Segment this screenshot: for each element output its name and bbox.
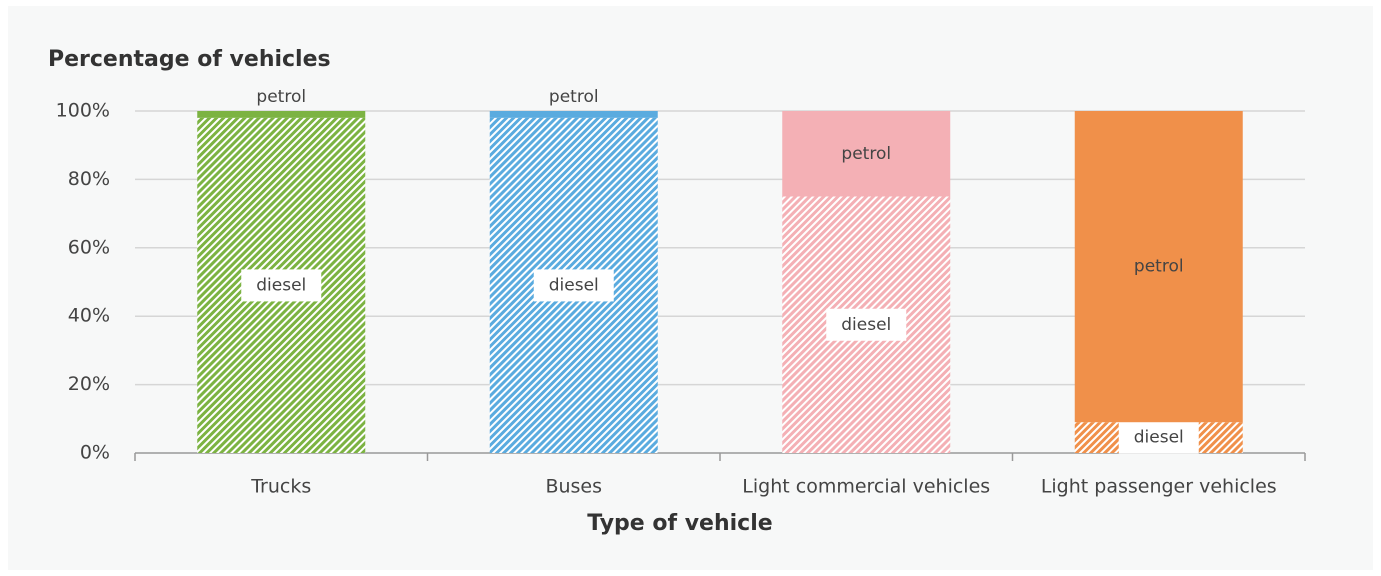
y-tick-label: 0%	[80, 442, 110, 464]
x-tick-label: Buses	[545, 476, 602, 498]
bar-segment	[197, 111, 366, 118]
segment-label: diesel	[826, 308, 907, 341]
segment-label-text: diesel	[1134, 428, 1184, 448]
segment-label-text: diesel	[256, 275, 306, 295]
segment-label: diesel	[533, 269, 614, 302]
x-tick-label: Trucks	[250, 476, 311, 498]
segment-label: petrol	[549, 87, 599, 107]
y-tick-label: 40%	[68, 305, 110, 327]
y-tick-label: 100%	[56, 100, 110, 122]
y-tick-label: 80%	[68, 168, 110, 190]
x-tick-label: Light commercial vehicles	[742, 476, 990, 498]
segment-label: petrol	[256, 87, 306, 107]
label-box	[533, 269, 614, 302]
segment-label-text: diesel	[841, 315, 891, 335]
segment-label: diesel	[1118, 421, 1199, 454]
chart-title: Percentage of vehicles	[48, 47, 331, 72]
x-axis-title: Type of vehicle	[587, 511, 772, 536]
segment-label-text: petrol	[256, 87, 306, 107]
x-tick-label: Light passenger vehicles	[1041, 476, 1277, 498]
label-box	[826, 308, 907, 341]
label-box	[1118, 421, 1199, 454]
y-tick-label: 60%	[68, 236, 110, 258]
bar-segment	[489, 111, 658, 118]
segment-label-text: petrol	[1134, 257, 1184, 277]
segment-label-text: diesel	[549, 275, 599, 295]
segment-label: petrol	[841, 144, 891, 164]
segment-label-text: petrol	[841, 144, 891, 164]
y-tick-label: 20%	[68, 373, 110, 395]
bar-segment	[782, 111, 951, 197]
segment-label: petrol	[1134, 257, 1184, 277]
segment-label-text: petrol	[549, 87, 599, 107]
segment-label: diesel	[241, 269, 322, 302]
label-box	[241, 269, 322, 302]
bar-segment	[1074, 111, 1243, 423]
